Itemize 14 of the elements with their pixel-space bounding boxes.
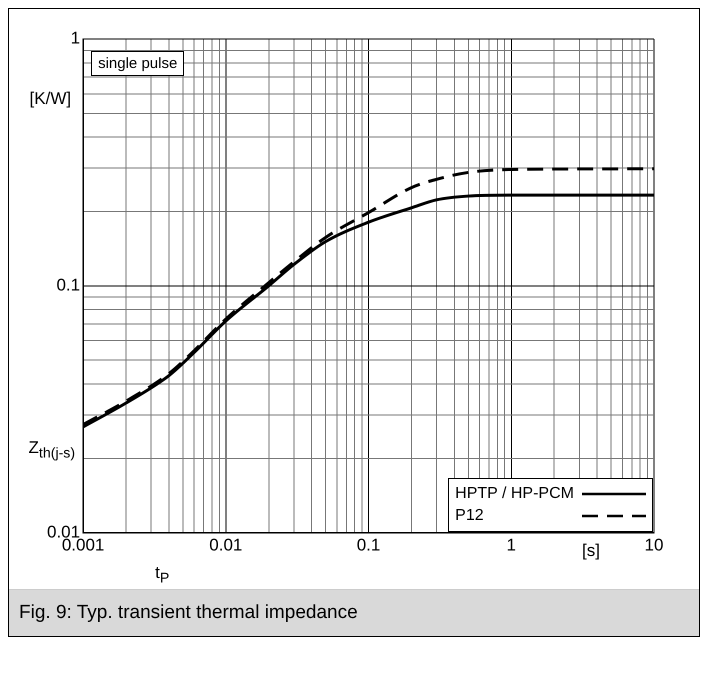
x-tick-label: 10 <box>644 535 664 554</box>
text: P12 <box>455 506 484 526</box>
x-axis-title: t$_{P}$ <box>155 562 170 586</box>
annotation: single pulse <box>91 51 184 76</box>
caption: Fig. 9: Typ. transient thermal impedance <box>9 589 699 636</box>
x-tick-label: 0.1 <box>356 535 380 554</box>
text: [s] <box>582 540 600 561</box>
y-axis-title: Z$_{th(j-s)}$ <box>28 438 76 461</box>
legend-label: HPTP / HP-PCM <box>455 484 574 504</box>
x-tick-label: 0.01 <box>209 535 242 554</box>
text: [K/W] <box>30 89 72 109</box>
y-tick-label: 0.1 <box>56 275 80 294</box>
y-tick-label: 1 <box>70 28 80 48</box>
x-tick-label: 1 <box>506 535 516 554</box>
